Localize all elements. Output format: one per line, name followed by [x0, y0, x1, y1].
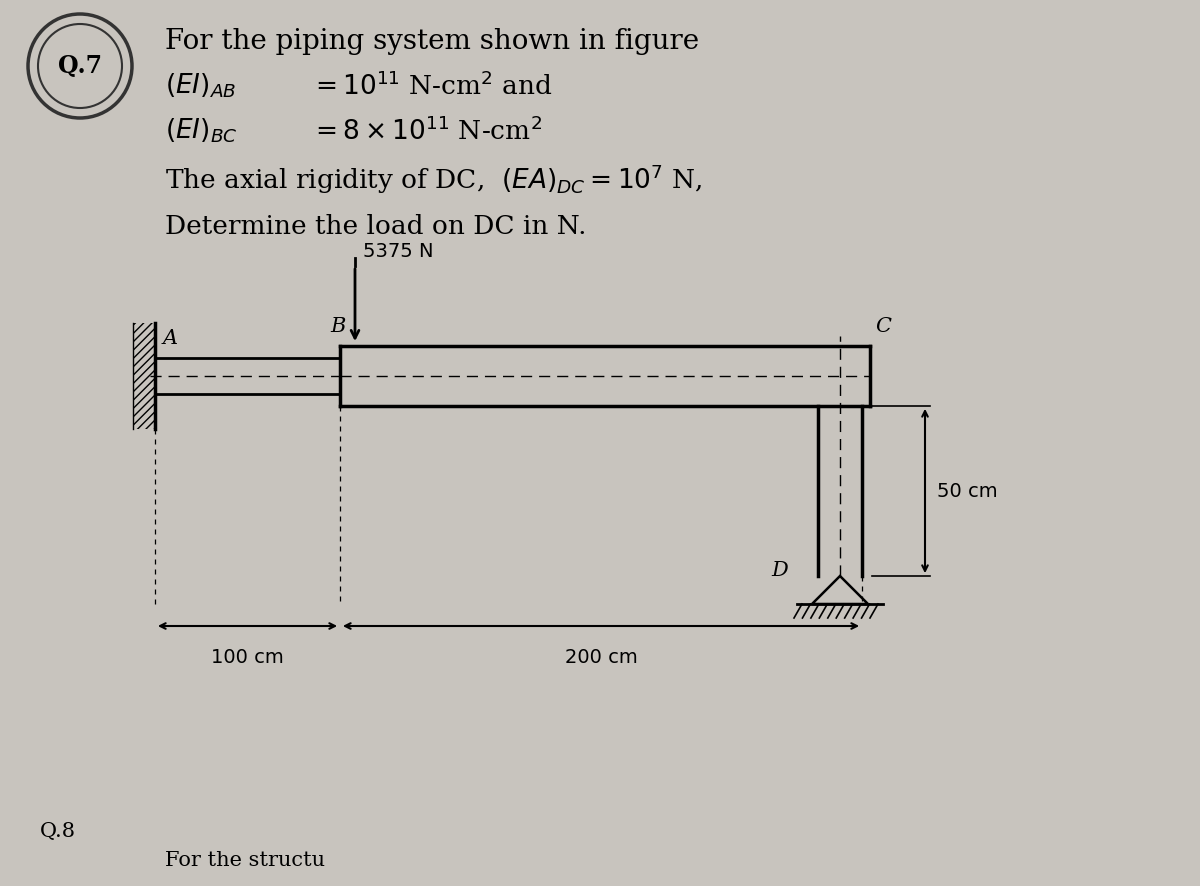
- Text: 100 cm: 100 cm: [211, 648, 284, 667]
- Text: 5375 N: 5375 N: [364, 242, 433, 261]
- Text: A: A: [163, 329, 178, 348]
- Text: 200 cm: 200 cm: [565, 648, 637, 667]
- Text: $= 10^{11}$ N-cm$^2$ and: $= 10^{11}$ N-cm$^2$ and: [310, 72, 552, 100]
- Text: For the structu: For the structu: [166, 851, 325, 871]
- Text: Q.8: Q.8: [40, 821, 76, 841]
- Text: The axial rigidity of DC,  $(EA)_{DC} = 10^7$ N,: The axial rigidity of DC, $(EA)_{DC} = 1…: [166, 162, 702, 196]
- Bar: [133, 323, 155, 429]
- Text: B: B: [330, 317, 346, 336]
- Text: C: C: [875, 317, 890, 336]
- Text: D: D: [772, 562, 788, 580]
- Text: $(EI)_{BC}$: $(EI)_{BC}$: [166, 117, 238, 145]
- Text: $(EI)_{AB}$: $(EI)_{AB}$: [166, 72, 236, 100]
- Text: Q.7: Q.7: [58, 54, 102, 78]
- Text: Determine the load on DC in N.: Determine the load on DC in N.: [166, 214, 587, 238]
- Text: 50 cm: 50 cm: [937, 481, 997, 501]
- Text: For the piping system shown in figure: For the piping system shown in figure: [166, 27, 700, 55]
- Text: $= 8 \times 10^{11}$ N-cm$^2$: $= 8 \times 10^{11}$ N-cm$^2$: [310, 117, 542, 145]
